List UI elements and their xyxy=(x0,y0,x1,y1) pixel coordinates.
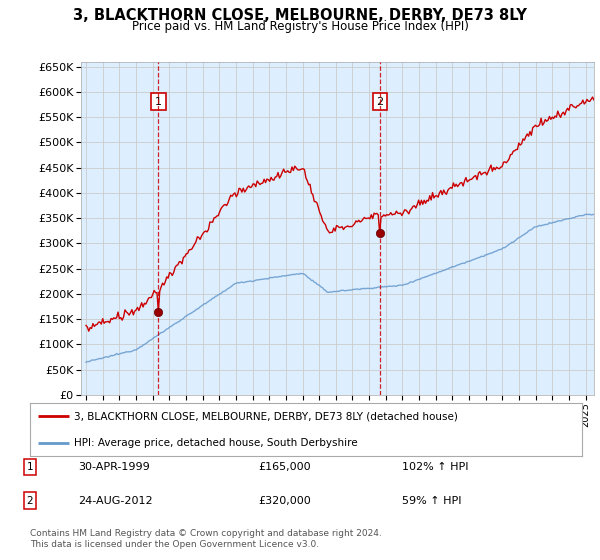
Text: 1: 1 xyxy=(26,462,34,472)
Text: £320,000: £320,000 xyxy=(258,496,311,506)
Text: Price paid vs. HM Land Registry's House Price Index (HPI): Price paid vs. HM Land Registry's House … xyxy=(131,20,469,32)
Text: 3, BLACKTHORN CLOSE, MELBOURNE, DERBY, DE73 8LY (detached house): 3, BLACKTHORN CLOSE, MELBOURNE, DERBY, D… xyxy=(74,412,458,422)
Text: Contains HM Land Registry data © Crown copyright and database right 2024.
This d: Contains HM Land Registry data © Crown c… xyxy=(30,529,382,549)
Text: 24-AUG-2012: 24-AUG-2012 xyxy=(78,496,152,506)
Text: £165,000: £165,000 xyxy=(258,462,311,472)
Text: 59% ↑ HPI: 59% ↑ HPI xyxy=(402,496,461,506)
Text: 3, BLACKTHORN CLOSE, MELBOURNE, DERBY, DE73 8LY: 3, BLACKTHORN CLOSE, MELBOURNE, DERBY, D… xyxy=(73,8,527,24)
Text: 1: 1 xyxy=(155,96,161,106)
Text: HPI: Average price, detached house, South Derbyshire: HPI: Average price, detached house, Sout… xyxy=(74,438,358,448)
Text: 2: 2 xyxy=(26,496,34,506)
Text: 2: 2 xyxy=(376,96,383,106)
Text: 30-APR-1999: 30-APR-1999 xyxy=(78,462,150,472)
Text: 102% ↑ HPI: 102% ↑ HPI xyxy=(402,462,469,472)
